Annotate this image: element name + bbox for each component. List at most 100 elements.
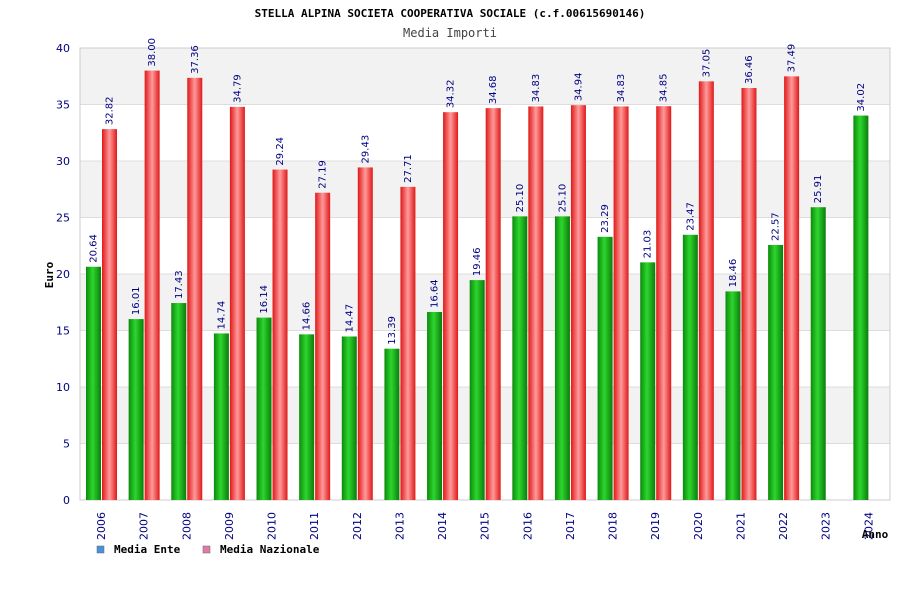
x-tick-label: 2023 (820, 512, 833, 540)
x-tick-label: 2006 (95, 512, 108, 540)
bar-media-ente-2012 (341, 336, 357, 500)
y-tick-label: 30 (56, 155, 70, 168)
bar-media-nazionale-2022 (784, 76, 800, 500)
bar-media-ente-2016 (512, 216, 528, 500)
y-tick-label: 40 (56, 42, 70, 55)
bar-media-ente-2011 (299, 334, 315, 500)
data-label: 34.83 (616, 74, 627, 103)
bar-media-nazionale-2008 (187, 77, 203, 500)
bar-media-nazionale-2007 (144, 70, 160, 500)
y-tick-label: 25 (56, 212, 70, 225)
bar-media-nazionale-2016 (528, 106, 544, 501)
x-tick-label: 2012 (351, 512, 364, 540)
data-label: 36.46 (744, 55, 755, 84)
bar-media-nazionale-2009 (229, 106, 245, 501)
bar-media-ente-2024 (853, 115, 869, 500)
legend-swatch-media-ente (96, 545, 105, 554)
bar-media-ente-2007 (128, 319, 144, 500)
x-tick-label: 2009 (223, 512, 236, 540)
data-label: 13.39 (387, 316, 398, 345)
data-label: 16.64 (430, 279, 441, 308)
bar-media-nazionale-2010 (272, 169, 288, 500)
x-tick-label: 2016 (521, 512, 534, 540)
data-label: 16.01 (131, 286, 142, 315)
data-label: 34.02 (856, 83, 867, 112)
data-label: 38.00 (147, 38, 158, 67)
x-axis-ticks: 2006 2007 2008 2009 2010 2011 2012 2013 2014 2015… (95, 512, 875, 540)
bar-media-ente-2009 (213, 333, 229, 500)
x-tick-label: 2017 (564, 512, 577, 540)
data-label: 29.43 (360, 135, 371, 164)
bar-media-ente-2006 (86, 266, 101, 500)
data-label: 34.83 (531, 74, 542, 103)
bar-media-ente-2017 (554, 216, 570, 500)
data-label: 25.10 (557, 184, 568, 213)
x-tick-label: 2013 (393, 512, 406, 540)
bar-media-nazionale-2019 (656, 106, 672, 500)
legend-label-media-ente: Media Ente (114, 543, 181, 556)
data-label: 34.32 (446, 80, 457, 109)
y-tick-label: 0 (63, 494, 70, 507)
bar-media-nazionale-2014 (443, 112, 459, 501)
x-tick-label: 2021 (734, 512, 747, 540)
data-label: 34.68 (488, 75, 499, 104)
x-tick-label: 2020 (692, 512, 705, 540)
data-label: 32.82 (105, 96, 116, 125)
data-label: 21.03 (643, 230, 654, 259)
y-axis-ticks: 0 5 10 15 20 25 30 35 40 (56, 42, 70, 507)
bar-media-nazionale-2017 (570, 105, 586, 500)
data-label: 27.71 (403, 154, 414, 183)
x-tick-label: 2018 (607, 512, 620, 540)
x-tick-label: 2011 (308, 512, 321, 540)
y-tick-label: 5 (63, 438, 70, 451)
x-tick-label: 2007 (138, 512, 151, 540)
bar-media-nazionale-2018 (613, 106, 629, 501)
bar-media-ente-2015 (469, 280, 485, 500)
y-tick-label: 35 (56, 99, 70, 112)
data-label: 14.66 (302, 302, 313, 331)
bar-media-nazionale-2012 (357, 167, 373, 501)
y-tick-label: 15 (56, 325, 70, 338)
x-tick-label: 2008 (180, 512, 193, 540)
data-label: 18.46 (728, 259, 739, 288)
data-label: 37.36 (190, 45, 201, 74)
data-label: 14.74 (216, 301, 227, 330)
data-label: 23.47 (685, 202, 696, 231)
bar-media-ente-2022 (768, 244, 784, 500)
data-label: 22.57 (771, 212, 782, 241)
bar-media-ente-2023 (810, 207, 826, 501)
legend: Media Ente Media Nazionale (96, 543, 320, 556)
chart-subtitle: Media Importi (403, 26, 497, 40)
bar-media-ente-2019 (640, 262, 656, 500)
data-label: 25.91 (813, 175, 824, 204)
bar-media-nazionale-2011 (315, 192, 331, 501)
data-label: 25.10 (515, 184, 526, 213)
data-label: 37.49 (787, 44, 798, 73)
data-label: 29.24 (275, 137, 286, 166)
y-axis-label: Euro (43, 261, 56, 288)
bar-media-ente-2013 (384, 348, 400, 500)
x-axis-label: Anno (862, 528, 889, 541)
x-tick-label: 2019 (649, 512, 662, 540)
bar-media-nazionale-2020 (698, 81, 714, 501)
x-tick-label: 2015 (479, 512, 492, 540)
data-label: 19.46 (472, 247, 483, 276)
data-label: 23.29 (600, 204, 611, 233)
legend-label-media-nazionale: Media Nazionale (220, 543, 320, 556)
bar-media-nazionale-2013 (400, 186, 416, 500)
data-label: 16.14 (259, 285, 270, 314)
bar-media-ente-2021 (725, 291, 741, 500)
x-tick-label: 2022 (777, 512, 790, 540)
bar-media-ente-2010 (256, 317, 272, 500)
x-tick-label: 2010 (266, 512, 279, 540)
bar-media-ente-2008 (171, 303, 187, 500)
y-tick-label: 10 (56, 381, 70, 394)
bar-media-ente-2018 (597, 236, 613, 500)
data-label: 14.47 (344, 304, 355, 333)
y-tick-label: 20 (56, 268, 70, 281)
x-tick-label: 2014 (436, 512, 449, 540)
plot-frame (79, 47, 891, 501)
bar-labels: 20.64 32.82 16.01 38.00 17.43 37.36 14.74 34.79… (89, 38, 867, 345)
data-label: 37.05 (701, 49, 712, 78)
